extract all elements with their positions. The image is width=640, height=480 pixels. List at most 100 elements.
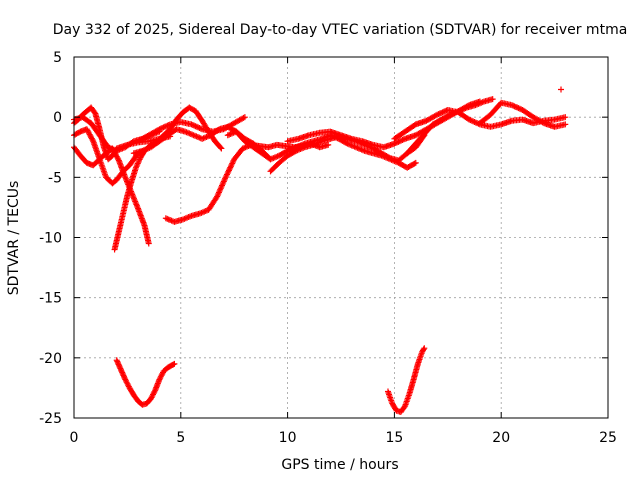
data-point-marker <box>223 172 230 179</box>
data-point-marker <box>156 126 163 133</box>
data-point-marker <box>118 368 125 375</box>
x-axis-label: GPS time / hours <box>281 457 398 473</box>
data-point-marker <box>432 112 439 119</box>
data-point-marker <box>163 123 170 130</box>
data-point-marker <box>119 370 126 377</box>
data-point-marker <box>191 122 198 129</box>
data-point-marker <box>155 126 162 133</box>
data-point-marker <box>220 179 227 186</box>
data-point-marker <box>196 124 203 131</box>
data-point-marker <box>401 404 408 411</box>
series-arc16 <box>384 345 428 415</box>
data-point-marker <box>121 373 128 380</box>
y-tick-label: -25 <box>39 411 62 427</box>
data-point-marker <box>240 114 247 121</box>
y-tick-label: -15 <box>39 291 62 307</box>
x-tick-label: 5 <box>176 430 185 446</box>
data-point-marker <box>219 181 226 188</box>
data-point-marker <box>229 159 236 166</box>
y-tick-label: -20 <box>39 351 62 367</box>
data-point-marker <box>395 138 402 145</box>
data-point-marker <box>439 109 446 116</box>
data-point-marker <box>434 111 441 118</box>
data-point-marker <box>515 105 522 112</box>
data-point-marker <box>119 369 126 376</box>
data-point-marker <box>116 362 123 369</box>
data-point-marker <box>214 193 221 200</box>
axis-ticks: 0 5 10 15 20 25 5 0 -5 -10 -15 -20 -25 <box>39 50 617 446</box>
data-point-marker <box>562 121 569 128</box>
data-point-marker <box>120 372 127 379</box>
data-point-marker <box>511 103 518 110</box>
data-point-marker <box>227 164 234 171</box>
data-point-marker <box>165 121 172 128</box>
data-point-marker <box>197 125 204 132</box>
data-point-marker <box>516 105 523 112</box>
data-point-marker <box>161 123 168 130</box>
data-point-marker <box>442 108 449 115</box>
x-tick-label: 15 <box>385 430 403 446</box>
data-point-marker <box>466 116 473 123</box>
data-point-marker <box>215 189 222 196</box>
data-point-marker <box>217 186 224 193</box>
data-point-marker <box>222 175 229 182</box>
data-point-marker <box>510 102 517 109</box>
data-point-marker <box>192 123 199 130</box>
data-point-marker <box>217 185 224 192</box>
data-point-marker <box>436 110 443 117</box>
data-point-marker <box>215 127 222 134</box>
data-point-marker <box>220 178 227 185</box>
series-arc3 <box>71 126 148 187</box>
data-point-marker <box>113 357 120 364</box>
data-point-marker <box>325 141 332 148</box>
data-point-marker <box>392 140 399 147</box>
data-point-marker <box>121 375 128 382</box>
data-point-marker <box>472 119 479 126</box>
data-point-marker <box>489 96 496 103</box>
data-point-marker <box>114 359 121 366</box>
data-point-marker <box>224 170 231 177</box>
data-point-marker <box>562 114 569 121</box>
data-point-marker <box>188 121 195 128</box>
y-tick-label: -10 <box>39 231 62 247</box>
data-point-marker <box>91 109 98 116</box>
data-point-marker <box>283 148 290 155</box>
data-point-marker <box>218 145 225 152</box>
data-point-marker <box>225 167 232 174</box>
data-point-marker <box>225 168 232 175</box>
data-point-marker <box>133 163 140 170</box>
data-point-marker <box>89 136 96 143</box>
data-point-marker <box>117 366 124 373</box>
data-point-marker <box>438 109 445 116</box>
data-point-marker <box>171 360 178 367</box>
data-point-marker <box>132 164 139 171</box>
data-point-marker <box>218 183 225 190</box>
data-point-marker <box>558 86 565 93</box>
data-point-marker <box>193 123 200 130</box>
series-arc13 <box>404 96 496 157</box>
y-axis-label: SDTVAR / TECUs <box>6 181 22 296</box>
data-point-marker <box>129 139 136 146</box>
data-point-marker <box>229 160 236 167</box>
data-point-marker <box>135 157 142 164</box>
data-point-marker <box>189 121 196 128</box>
data-point-marker <box>116 364 123 371</box>
x-tick-label: 25 <box>599 430 617 446</box>
data-point-marker <box>145 240 152 247</box>
data-point-marker <box>221 177 228 184</box>
data-point-marker <box>514 104 521 111</box>
data-point-marker <box>445 112 452 119</box>
data-point-marker <box>440 108 447 115</box>
data-point-marker <box>539 119 546 126</box>
data-point-marker <box>400 136 407 143</box>
series-arc15 <box>113 357 178 408</box>
data-point-marker <box>115 361 122 368</box>
data-point-marker <box>385 154 392 161</box>
data-point-marker <box>420 346 427 353</box>
data-point-marker <box>164 122 171 129</box>
series-arc11 <box>284 98 483 151</box>
series-point <box>558 86 565 93</box>
y-tick-label: 0 <box>53 110 62 126</box>
data-point-marker <box>222 174 229 181</box>
data-point-marker <box>117 365 124 372</box>
